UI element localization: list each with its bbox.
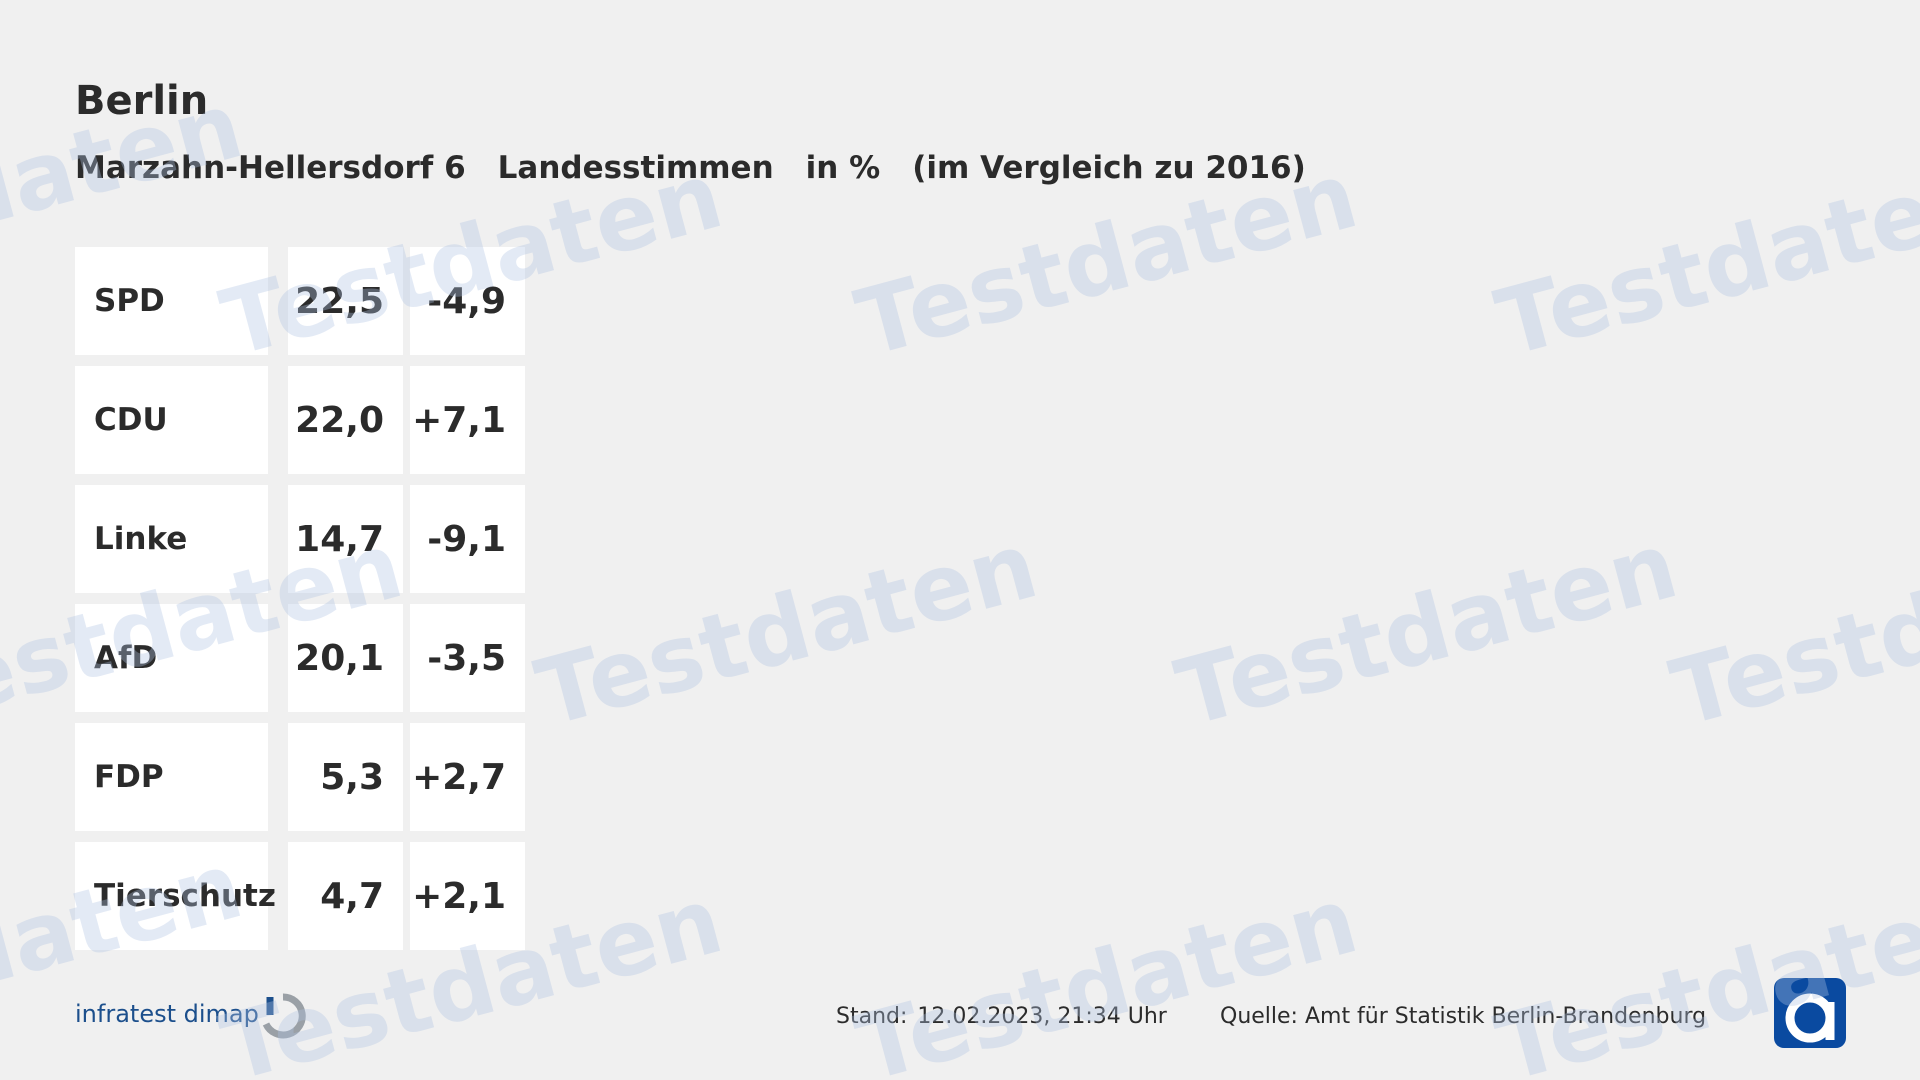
table-row: AfD 20,1 -3,5 (75, 604, 525, 712)
vote-share: 4,7 (288, 842, 403, 950)
subtitle-part: Landesstimmen (497, 150, 774, 186)
stand-label: Stand: (836, 1004, 908, 1029)
vote-change: +7,1 (410, 366, 525, 474)
watermark: Testdaten (1486, 867, 1920, 1080)
title: Berlin (75, 78, 209, 124)
vote-share: 14,7 (288, 485, 403, 593)
brand: infratest dimap (75, 1000, 259, 1028)
party-name: AfD (75, 604, 268, 712)
stand-value: 12.02.2023, 21:34 Uhr (917, 1004, 1167, 1029)
party-name: FDP (75, 723, 268, 831)
vote-change: -4,9 (410, 247, 525, 355)
vote-change: +2,7 (410, 723, 525, 831)
watermark: Testdaten (1486, 142, 1920, 378)
watermark: Testdaten (526, 512, 1048, 748)
table-row: Tierschutz 4,7 +2,1 (75, 842, 525, 950)
table-row: FDP 5,3 +2,7 (75, 723, 525, 831)
subtitle-part: Marzahn-Hellersdorf 6 (75, 150, 466, 186)
vote-change: +2,1 (410, 842, 525, 950)
brand-logo (262, 993, 306, 1039)
vote-share: 5,3 (288, 723, 403, 831)
watermark: Testdaten (846, 867, 1368, 1080)
watermark: Testdaten (1166, 512, 1688, 748)
party-name: Linke (75, 485, 268, 593)
vote-share: 20,1 (288, 604, 403, 712)
party-name: CDU (75, 366, 268, 474)
party-name: SPD (75, 247, 268, 355)
subtitle-part: in % (805, 150, 881, 186)
ard-logo (1774, 978, 1846, 1048)
vote-change: -3,5 (410, 604, 525, 712)
table-row: CDU 22,0 +7,1 (75, 366, 525, 474)
timestamp: Stand: 12.02.2023, 21:34 Uhr (836, 1004, 1167, 1029)
subtitle-part: (im Vergleich zu 2016) (912, 150, 1306, 186)
subtitle: Marzahn-Hellersdorf 6 Landesstimmen in % (i… (75, 150, 1306, 186)
source: Quelle: Amt für Statistik Berlin-Branden… (1220, 1004, 1707, 1029)
vote-share: 22,0 (288, 366, 403, 474)
vote-share: 22,5 (288, 247, 403, 355)
party-name: Tierschutz (75, 842, 276, 950)
watermark: Testdaten (1661, 512, 1920, 748)
table-row: Linke 14,7 -9,1 (75, 485, 525, 593)
vote-change: -9,1 (410, 485, 525, 593)
table-row: SPD 22,5 -4,9 (75, 247, 525, 355)
